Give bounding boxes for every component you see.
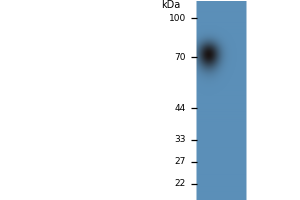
Text: 100: 100 (169, 14, 186, 23)
Text: 22: 22 (175, 179, 186, 188)
Text: 27: 27 (175, 157, 186, 166)
Text: kDa: kDa (161, 0, 180, 10)
Text: 70: 70 (175, 53, 186, 62)
Text: 33: 33 (175, 135, 186, 144)
Text: 44: 44 (175, 104, 186, 113)
